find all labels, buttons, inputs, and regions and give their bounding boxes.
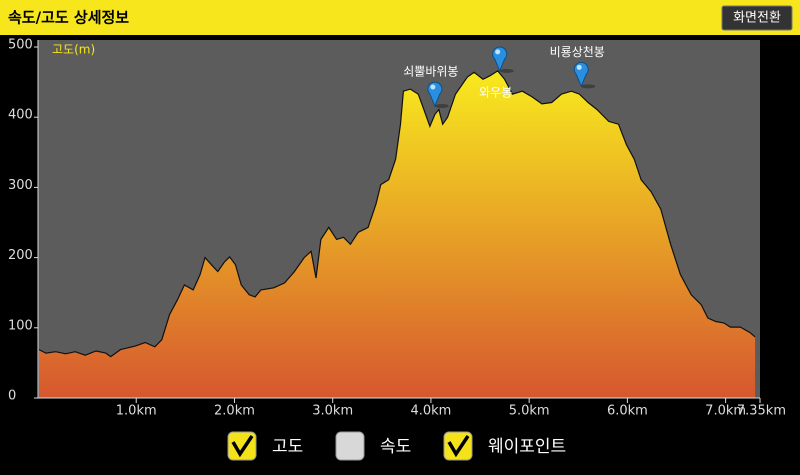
y-tick-label: 400 — [8, 108, 33, 123]
y-tick-label: 100 — [8, 318, 33, 333]
x-tick-label: 7.35km — [737, 404, 786, 419]
waypoint-label: 쇠뿔바위봉 — [403, 64, 458, 78]
switch-button-label[interactable]: 화면전환 — [733, 11, 781, 26]
y-tick-label: 500 — [8, 38, 33, 53]
waypoint-shadow — [499, 68, 514, 73]
x-tick-label: 2.0km — [214, 404, 255, 419]
x-tick-label: 4.0km — [410, 404, 451, 419]
waypoint-shadow — [581, 84, 596, 89]
waypoint-shadow — [434, 103, 449, 108]
y-tick-label: 0 — [8, 389, 16, 404]
checkbox[interactable] — [335, 431, 365, 461]
x-tick-label: 1.0km — [116, 404, 157, 419]
top-bar — [0, 0, 800, 35]
elevation-area — [39, 70, 756, 399]
checkbox-label[interactable]: 고도 — [272, 437, 303, 457]
x-tick-label: 3.0km — [312, 404, 353, 419]
checkmark[interactable] — [231, 435, 254, 458]
waypoint: 와우봉 — [479, 46, 514, 99]
waypoint-label: 비룡상천봉 — [550, 44, 605, 59]
waypoint: 쇠뿔바위봉 — [403, 64, 458, 108]
waypoint-gloss — [495, 49, 501, 55]
waypoint: 비룡상천봉 — [550, 44, 605, 89]
checkbox-label[interactable]: 웨이포인트 — [488, 437, 566, 457]
y-axis-label: 고도(m) — [52, 43, 95, 57]
y-tick-label: 300 — [8, 178, 33, 193]
x-tick-label: 6.0km — [607, 404, 648, 419]
x-tick-label: 7.0km — [705, 404, 746, 419]
checkmark[interactable] — [447, 435, 470, 458]
switch-button[interactable] — [721, 5, 793, 31]
waypoint-gloss — [430, 84, 436, 90]
checkbox-label[interactable]: 속도 — [380, 437, 411, 457]
elevation-line — [38, 70, 756, 358]
waypoint-label: 와우봉 — [479, 85, 512, 99]
y-tick-label: 200 — [8, 248, 33, 263]
x-tick-label: 5.0km — [509, 404, 550, 419]
waypoint-gloss — [576, 64, 582, 70]
page-title: 속도/고도 상세정보 — [8, 9, 129, 27]
